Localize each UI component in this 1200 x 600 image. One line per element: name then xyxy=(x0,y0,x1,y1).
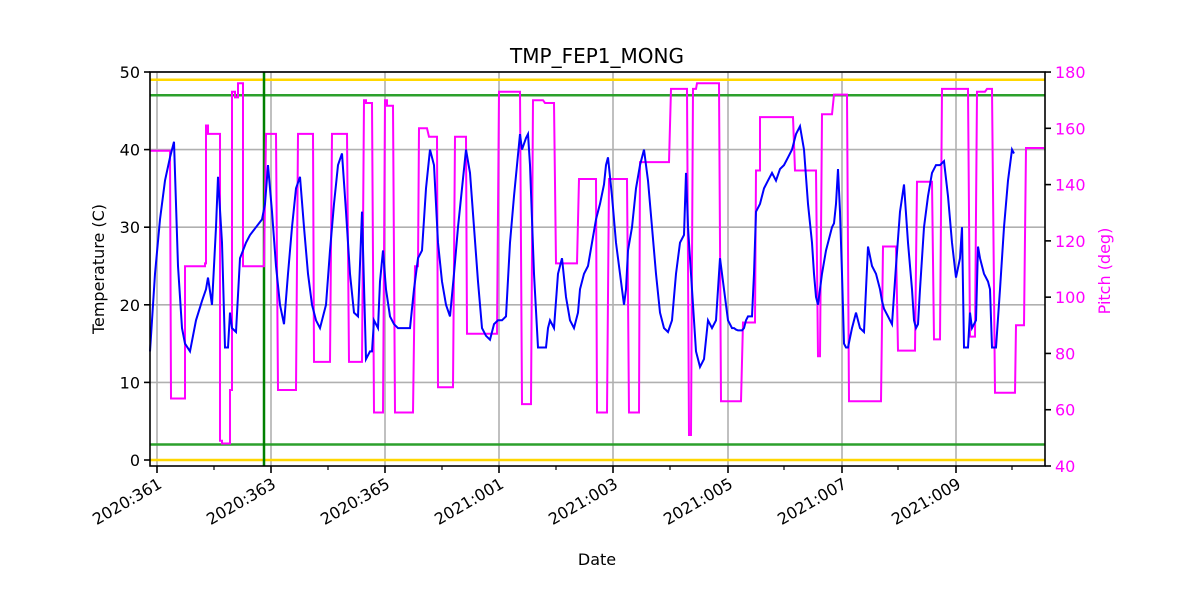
x-tick-label: 2020:361 xyxy=(89,474,165,529)
left-tick-label: 0 xyxy=(130,451,140,470)
right-y-axis: 40 60 80 100 120 140 160 180 xyxy=(1045,63,1086,476)
right-tick-label: 180 xyxy=(1055,63,1086,82)
right-tick-label: 60 xyxy=(1055,401,1075,420)
left-tick-label: 40 xyxy=(120,141,140,160)
plot-frame xyxy=(149,71,1046,467)
x-tick-label: 2021:007 xyxy=(774,474,850,529)
left-tick-label: 10 xyxy=(120,373,140,392)
left-tick-label: 20 xyxy=(120,296,140,315)
reference-lines xyxy=(150,72,1045,466)
pitch-series-line xyxy=(150,82,1044,445)
x-tick-label: 2021:001 xyxy=(431,474,507,529)
chart-title: TMP_FEP1_MONG xyxy=(509,44,684,68)
x-tick-label: 2021:009 xyxy=(888,474,964,529)
left-axis-label: Temperature (C) xyxy=(89,204,108,335)
right-axis-label: Pitch (deg) xyxy=(1095,228,1114,315)
right-tick-label: 100 xyxy=(1055,288,1086,307)
x-tick-label: 2020:363 xyxy=(203,474,279,529)
x-axis: 2020:361 2020:363 2020:365 2021:001 2021:003… xyxy=(89,466,1013,529)
left-tick-label: 30 xyxy=(120,218,140,237)
x-tick-label: 2021:005 xyxy=(660,474,736,529)
left-y-axis: 0 10 20 30 40 50 xyxy=(120,63,150,470)
right-tick-label: 40 xyxy=(1055,457,1075,476)
temperature-series-line xyxy=(149,123,1015,370)
right-tick-label: 80 xyxy=(1055,344,1075,363)
x-tick-label: 2021:003 xyxy=(545,474,621,529)
right-tick-label: 120 xyxy=(1055,232,1086,251)
left-tick-label: 50 xyxy=(120,63,140,82)
plot-series xyxy=(149,82,1044,445)
x-axis-label: Date xyxy=(578,550,616,569)
right-tick-label: 140 xyxy=(1055,176,1086,195)
right-tick-label: 160 xyxy=(1055,119,1086,138)
x-tick-label: 2020:365 xyxy=(317,474,393,529)
